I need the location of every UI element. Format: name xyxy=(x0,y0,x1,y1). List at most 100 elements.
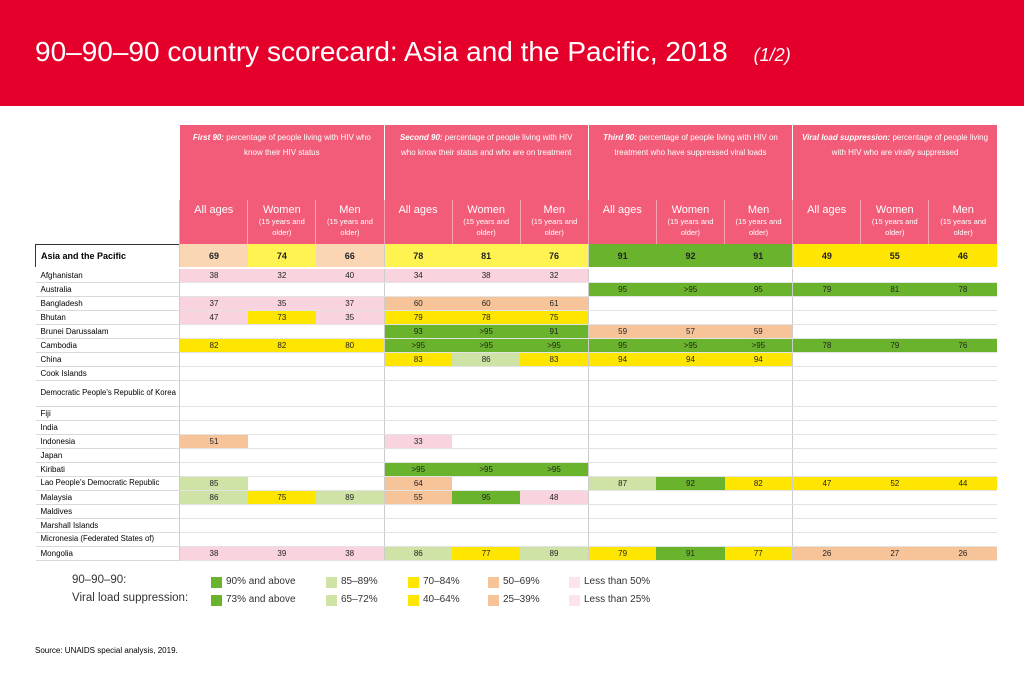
group-header-4: Viral load suppression: percentage of pe… xyxy=(792,125,997,200)
score-cell xyxy=(724,420,793,435)
subcol-note: (15 years and older) xyxy=(531,217,578,237)
score-cell: >95 xyxy=(656,338,725,353)
score-cell: 89 xyxy=(315,490,384,505)
score-cell xyxy=(724,380,793,407)
score-cell xyxy=(179,462,248,477)
country-name: Lao People's Democratic Republic xyxy=(35,476,180,491)
score-cell: 91 xyxy=(724,244,793,269)
group-header-text: percentage of people living with HIV on … xyxy=(614,133,778,157)
score-cell xyxy=(520,420,589,435)
score-cell xyxy=(179,282,248,297)
score-cell xyxy=(724,366,793,381)
legend-swatch xyxy=(408,595,419,606)
score-cell xyxy=(792,406,861,421)
legend-item-label: 40–64% xyxy=(423,594,460,605)
subcol-header-all: All ages xyxy=(587,200,657,244)
country-name: India xyxy=(35,420,180,435)
score-cell: 60 xyxy=(452,296,521,311)
score-cell xyxy=(724,490,793,505)
subcol-label: Men xyxy=(339,204,361,216)
score-cell xyxy=(587,366,657,381)
score-cell xyxy=(860,296,929,311)
legend-swatch xyxy=(569,595,580,606)
score-cell xyxy=(792,462,861,477)
country-name: Bhutan xyxy=(35,310,180,325)
score-cell: 75 xyxy=(247,490,316,505)
score-cell: 59 xyxy=(587,324,657,339)
score-cell xyxy=(587,296,657,311)
score-cell xyxy=(587,420,657,435)
country-row: Bhutan 47 73 35 79 78 75 xyxy=(35,310,997,325)
score-cell xyxy=(247,324,316,339)
country-name: Mongolia xyxy=(35,546,180,561)
score-cell xyxy=(247,518,316,533)
score-cell xyxy=(792,504,861,519)
score-cell xyxy=(656,420,725,435)
score-cell xyxy=(315,462,384,477)
score-cell: 35 xyxy=(247,296,316,311)
score-cell: 51 xyxy=(179,434,248,449)
score-cell xyxy=(860,462,929,477)
score-cell xyxy=(383,504,453,519)
score-cell: 85 xyxy=(179,476,248,491)
score-cell: 75 xyxy=(520,310,589,325)
score-cell: 52 xyxy=(860,476,929,491)
score-cell xyxy=(587,490,657,505)
score-cell xyxy=(860,490,929,505)
score-cell xyxy=(520,518,589,533)
country-name: Kiribati xyxy=(35,462,180,477)
score-cell xyxy=(179,324,248,339)
score-cell xyxy=(656,296,725,311)
score-cell xyxy=(724,268,793,283)
score-cell: 32 xyxy=(520,268,589,283)
legend-item-label: 90% and above xyxy=(226,576,296,587)
score-cell xyxy=(928,420,997,435)
country-name: Japan xyxy=(35,448,180,463)
score-cell xyxy=(792,420,861,435)
score-cell xyxy=(928,406,997,421)
score-cell: >95 xyxy=(452,338,521,353)
score-cell xyxy=(928,366,997,381)
score-cell xyxy=(587,434,657,449)
score-cell xyxy=(315,324,384,339)
score-cell xyxy=(724,296,793,311)
score-cell: 82 xyxy=(247,338,316,353)
subcol-label: Women xyxy=(671,204,710,216)
country-row: Kiribati >95 >95 >95 xyxy=(35,462,997,477)
score-cell: 82 xyxy=(724,476,793,491)
score-cell xyxy=(247,434,316,449)
score-cell: 86 xyxy=(179,490,248,505)
score-cell xyxy=(179,448,248,463)
score-cell xyxy=(179,406,248,421)
score-cell: 60 xyxy=(383,296,453,311)
country-row: Democratic People's Republic of Korea xyxy=(35,380,997,407)
score-cell xyxy=(315,476,384,491)
legend-item-label: 85–89% xyxy=(341,576,378,587)
score-cell: 47 xyxy=(792,476,861,491)
score-cell: 83 xyxy=(383,352,453,367)
score-cell: 38 xyxy=(452,268,521,283)
score-cell xyxy=(383,366,453,381)
subcol-label: Men xyxy=(543,204,565,216)
score-cell xyxy=(792,532,861,547)
subcol-header-all: All ages xyxy=(792,200,861,244)
subcol-note: (15 years and older) xyxy=(940,217,987,237)
score-cell: >95 xyxy=(520,462,589,477)
score-cell xyxy=(383,448,453,463)
country-name: Indonesia xyxy=(35,434,180,449)
country-name: Democratic People's Republic of Korea xyxy=(35,380,180,407)
score-cell: 78 xyxy=(792,338,861,353)
score-cell xyxy=(860,420,929,435)
score-cell: 38 xyxy=(179,546,248,561)
score-cell xyxy=(520,380,589,407)
group-header-bold: First 90: xyxy=(192,133,225,142)
score-cell: 64 xyxy=(383,476,453,491)
score-cell: 92 xyxy=(656,476,725,491)
score-cell: 55 xyxy=(383,490,453,505)
score-cell xyxy=(928,380,997,407)
country-row: China 83 86 83 94 94 94 xyxy=(35,352,997,367)
page-title: 90–90–90 country scorecard: Asia and the… xyxy=(35,36,791,68)
score-cell: 48 xyxy=(520,490,589,505)
score-cell xyxy=(179,380,248,407)
subcol-label: Women xyxy=(875,204,914,216)
